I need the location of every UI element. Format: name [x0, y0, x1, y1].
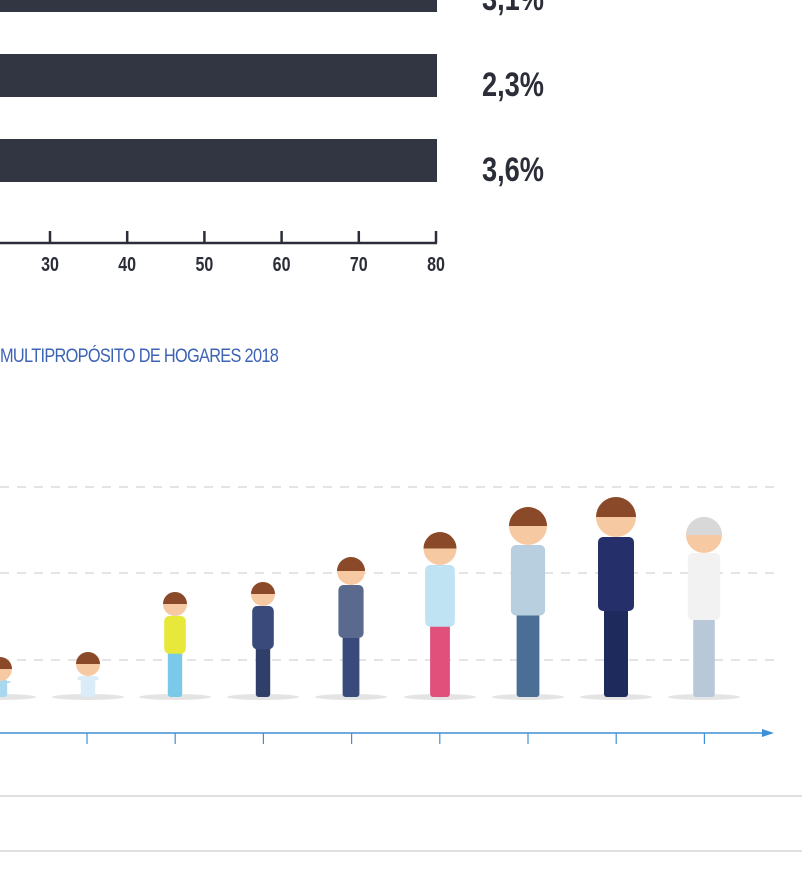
torso: [598, 537, 634, 611]
legs: [255, 645, 271, 697]
hair: [337, 557, 365, 571]
legs: [0, 679, 8, 697]
torso: [77, 676, 99, 681]
timeline-ticks: [86, 733, 706, 744]
bar-label: 3,1%: [482, 0, 544, 18]
legs: [167, 649, 183, 697]
torso: [164, 616, 186, 654]
bar: [0, 139, 437, 182]
bar-label: 2,3%: [482, 65, 544, 104]
hair: [423, 532, 457, 549]
tick-label: 80: [427, 253, 445, 275]
guide-lines: [0, 486, 780, 661]
hair: [596, 497, 636, 517]
torso: [687, 553, 721, 620]
legs: [604, 607, 628, 697]
bar-labels: 3,1% 2,3% 3,6%: [482, 0, 544, 189]
hair: [686, 517, 722, 535]
legs: [693, 616, 715, 697]
torso: [338, 585, 364, 638]
torso: [510, 545, 546, 616]
torso: [0, 681, 11, 683]
timeline-arrow: [762, 729, 774, 737]
torso: [425, 565, 455, 627]
hair: [163, 592, 187, 604]
bar: [0, 54, 437, 97]
figures: [0, 497, 740, 700]
source-text: MULTIPROPÓSITO DE HOGARES 2018: [0, 344, 279, 367]
tick-label: 50: [195, 253, 213, 275]
tick-label: 60: [273, 253, 291, 275]
legs: [80, 676, 96, 697]
hair: [251, 582, 275, 594]
hair: [76, 652, 100, 664]
bar: [0, 0, 437, 12]
bar-label: 3,6%: [482, 150, 544, 189]
hair: [509, 507, 547, 526]
tick-label: 30: [41, 253, 59, 275]
legs: [516, 611, 540, 697]
axis-ticks: 30 40 50 60 70 80: [41, 231, 445, 275]
tick-label: 70: [350, 253, 368, 275]
legs: [430, 622, 450, 697]
shadow: [0, 694, 36, 700]
tick-label: 40: [118, 253, 136, 275]
torso: [252, 606, 274, 650]
hair: [0, 657, 12, 669]
legs: [342, 634, 360, 697]
